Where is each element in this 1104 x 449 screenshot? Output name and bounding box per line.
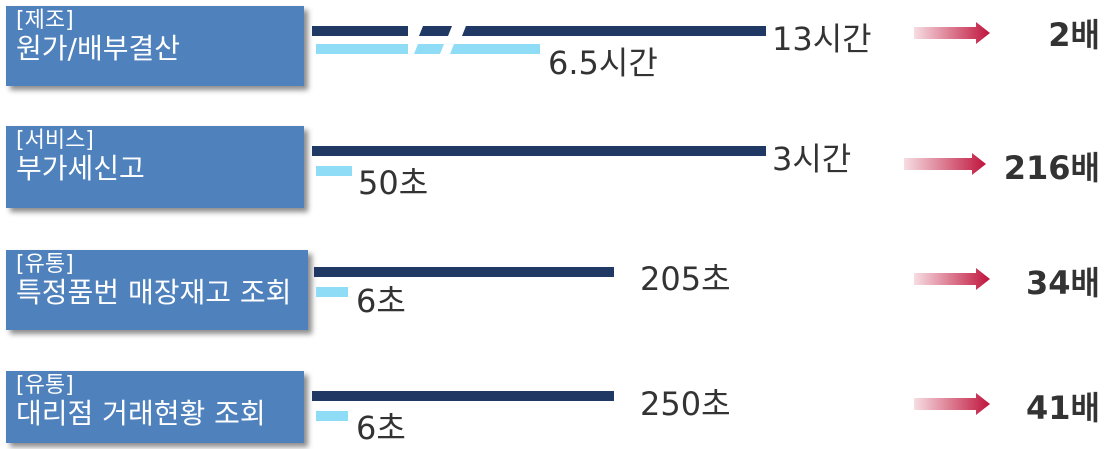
chart-row-2: [서비스] 부가세신고 3시간 50초 216배 xyxy=(0,120,1104,230)
ratio-arrow-icon xyxy=(914,393,990,415)
row-label-box: [유통] 특정품번 매장재고 조회 xyxy=(6,250,308,330)
after-value-label: 6.5시간 xyxy=(548,44,658,82)
after-value-label: 6초 xyxy=(356,409,406,447)
chart-row-3: [유통] 특정품번 매장재고 조회 205초 6초 34배 xyxy=(0,240,1104,350)
row-category: [유통] xyxy=(16,373,74,398)
ratio-label: 216배 xyxy=(1004,149,1100,187)
before-bar-segment-b xyxy=(419,26,452,36)
before-value-label: 3시간 xyxy=(772,140,851,178)
row-chart: 205초 6초 34배 xyxy=(314,260,1100,320)
after-bar-segment-c xyxy=(450,44,540,54)
after-bar xyxy=(316,411,348,421)
chart-row-1: [제조] 원가/배부결산 13시간 6.5시간 2배 xyxy=(0,0,1104,110)
before-bar xyxy=(312,146,766,156)
chart-row-4: [유통] 대리점 거래현황 조회 250초 6초 41배 xyxy=(0,339,1104,449)
after-bar xyxy=(316,287,348,297)
after-bar xyxy=(316,166,352,176)
ratio-label: 2배 xyxy=(1048,16,1100,54)
row-category: [서비스] xyxy=(16,128,94,153)
before-bar-segment-a xyxy=(312,26,408,36)
after-value-label: 50초 xyxy=(358,164,428,202)
ratio-arrow-icon xyxy=(914,268,990,290)
ratio-label: 41배 xyxy=(1026,389,1100,427)
before-value-label: 205초 xyxy=(640,260,731,298)
row-chart: 3시간 50초 216배 xyxy=(312,140,1100,202)
after-bar-segment-a xyxy=(316,44,408,54)
row-label-box: [제조] 원가/배부결산 xyxy=(6,6,304,86)
before-bar xyxy=(312,391,614,401)
ratio-arrow-icon xyxy=(904,153,986,175)
row-chart: 250초 6초 41배 xyxy=(312,385,1100,447)
before-value-label: 13시간 xyxy=(772,20,872,58)
after-value-label: 6초 xyxy=(356,282,406,320)
before-bar xyxy=(314,267,614,277)
before-bar-segment-c xyxy=(462,26,766,36)
row-category: [제조] xyxy=(16,8,74,33)
row-label-box: [유통] 대리점 거래현황 조회 xyxy=(6,371,304,443)
before-value-label: 250초 xyxy=(640,385,731,423)
row-category: [유통] xyxy=(16,252,74,277)
row-name: 부가세신고 xyxy=(16,152,145,186)
row-name: 대리점 거래현황 조회 xyxy=(16,397,266,431)
row-chart: 13시간 6.5시간 2배 xyxy=(312,16,1100,82)
row-name: 원가/배부결산 xyxy=(16,32,180,66)
row-name: 특정품번 매장재고 조회 xyxy=(16,276,292,310)
ratio-label: 34배 xyxy=(1026,264,1100,302)
ratio-arrow-icon xyxy=(914,22,990,44)
row-label-box: [서비스] 부가세신고 xyxy=(6,126,304,208)
after-bar-segment-b xyxy=(414,44,444,54)
